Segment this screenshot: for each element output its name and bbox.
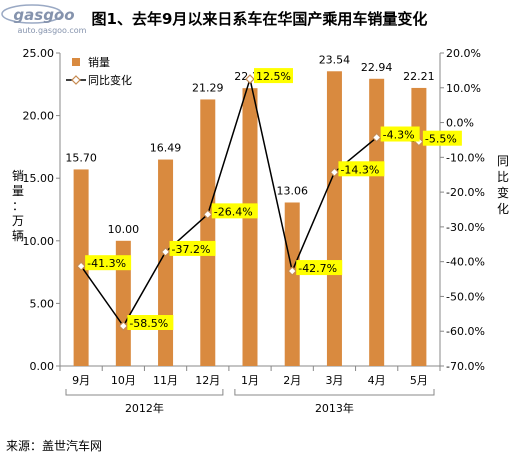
bar-sales bbox=[411, 87, 427, 367]
x-tick-label: 9月 bbox=[72, 374, 90, 387]
svg-text:auto.gasgoo.com: auto.gasgoo.com bbox=[18, 26, 87, 35]
legend-label-line: 同比变化 bbox=[88, 73, 132, 87]
x-tick-label: 4月 bbox=[368, 374, 386, 387]
y-left-tick-label: 10.00 bbox=[23, 235, 55, 248]
y-left-axis-label: 销量：万辆 bbox=[12, 169, 24, 243]
line-label-bg bbox=[254, 68, 293, 84]
legend-label-bar: 销量 bbox=[88, 55, 110, 69]
y-right-tick-label: 0.0% bbox=[446, 117, 474, 130]
y-right-tick-label: -10.0% bbox=[446, 151, 485, 164]
line-value-label: -37.2% bbox=[172, 243, 211, 256]
bar-value-label: 22.94 bbox=[361, 61, 393, 74]
year-group-label: 2013年 bbox=[315, 401, 354, 415]
line-value-label: -26.4% bbox=[214, 205, 253, 218]
x-tick-label: 10月 bbox=[111, 374, 136, 387]
chart-title: 图1、去年9月以来日系车在华国产乘用车销量变化 bbox=[91, 10, 428, 28]
y-right-axis-label: 同比变化 bbox=[497, 154, 509, 216]
y-right-tick-label: -30.0% bbox=[446, 221, 485, 234]
line-point-marker bbox=[371, 132, 382, 143]
y-left-tick-label: 20.00 bbox=[23, 110, 55, 123]
line-value-label: -41.3% bbox=[87, 257, 126, 270]
year-bracket bbox=[234, 389, 435, 396]
bar-sales bbox=[326, 71, 342, 366]
y-right-tick-label: -50.0% bbox=[446, 290, 485, 303]
bar-value-label: 16.49 bbox=[150, 142, 182, 155]
line-label-bg bbox=[296, 260, 343, 276]
y-right-tick-label: -70.0% bbox=[446, 360, 485, 373]
bar-sales bbox=[369, 78, 385, 366]
line-label-bg bbox=[380, 126, 420, 142]
line-label-bg bbox=[169, 240, 216, 256]
y-right-tick-label: -20.0% bbox=[446, 186, 485, 199]
line-point-marker bbox=[245, 74, 255, 84]
bar-sales bbox=[284, 202, 300, 366]
line-value-label: -42.7% bbox=[298, 262, 337, 275]
y-right-tick-label: 20.0% bbox=[446, 47, 481, 60]
y-right-tick-label: -60.0% bbox=[446, 325, 485, 338]
bar-value-label: 23.54 bbox=[319, 53, 351, 66]
x-tick-label: 12月 bbox=[195, 374, 220, 387]
year-group-label: 2012年 bbox=[125, 401, 164, 415]
y-right-tick-label: 10.0% bbox=[446, 82, 481, 95]
line-label-bg bbox=[338, 161, 385, 177]
line-value-label: -14.3% bbox=[340, 163, 379, 176]
bar-value-label: 15.70 bbox=[65, 151, 97, 164]
source-note: 来源：盖世汽车网 bbox=[6, 439, 103, 453]
line-value-label: -4.3% bbox=[383, 129, 415, 142]
line-label-bg bbox=[211, 203, 258, 219]
x-tick-label: 2月 bbox=[283, 374, 301, 387]
bar-sales bbox=[115, 240, 131, 366]
line-value-label: -58.5% bbox=[129, 317, 168, 330]
line-point-marker bbox=[287, 266, 298, 276]
legend-swatch-bar bbox=[72, 58, 80, 66]
x-tick-label: 1月 bbox=[241, 374, 259, 387]
bar-value-label: 10.00 bbox=[108, 223, 140, 236]
line-point-marker bbox=[202, 209, 213, 220]
line-point-marker bbox=[76, 261, 86, 272]
line-point-marker bbox=[118, 321, 129, 331]
y-left-tick-label: 0.00 bbox=[30, 360, 55, 373]
bar-value-label: 21.29 bbox=[192, 81, 224, 94]
y-right-tick-label: -40.0% bbox=[446, 256, 485, 269]
y-left-tick-label: 5.00 bbox=[30, 297, 55, 310]
legend-swatch-marker bbox=[71, 75, 81, 85]
line-value-label: -5.5% bbox=[425, 133, 457, 146]
y-left-tick-label: 15.00 bbox=[23, 172, 55, 185]
line-value-label: 12.5% bbox=[256, 70, 291, 83]
x-tick-label: 11月 bbox=[153, 374, 178, 387]
bar-value-label: 22.21 bbox=[403, 70, 435, 83]
x-tick-label: 5月 bbox=[410, 374, 428, 387]
line-point-marker bbox=[329, 167, 340, 178]
x-tick-label: 3月 bbox=[325, 374, 343, 387]
line-label-bg bbox=[422, 130, 462, 146]
bar-sales bbox=[242, 88, 258, 366]
bar-sales bbox=[200, 99, 216, 366]
line-label-bg bbox=[127, 315, 174, 331]
svg-text:gasgoo: gasgoo bbox=[13, 6, 74, 24]
y-left-tick-label: 25.00 bbox=[23, 47, 55, 60]
bar-sales bbox=[158, 159, 174, 366]
line-point-marker bbox=[160, 247, 171, 257]
bar-value-label: 13.06 bbox=[276, 184, 308, 197]
line-label-bg bbox=[85, 255, 132, 271]
year-bracket bbox=[65, 389, 224, 396]
gasgoo-logo: gasgoo auto.gasgoo.com bbox=[1, 4, 87, 35]
